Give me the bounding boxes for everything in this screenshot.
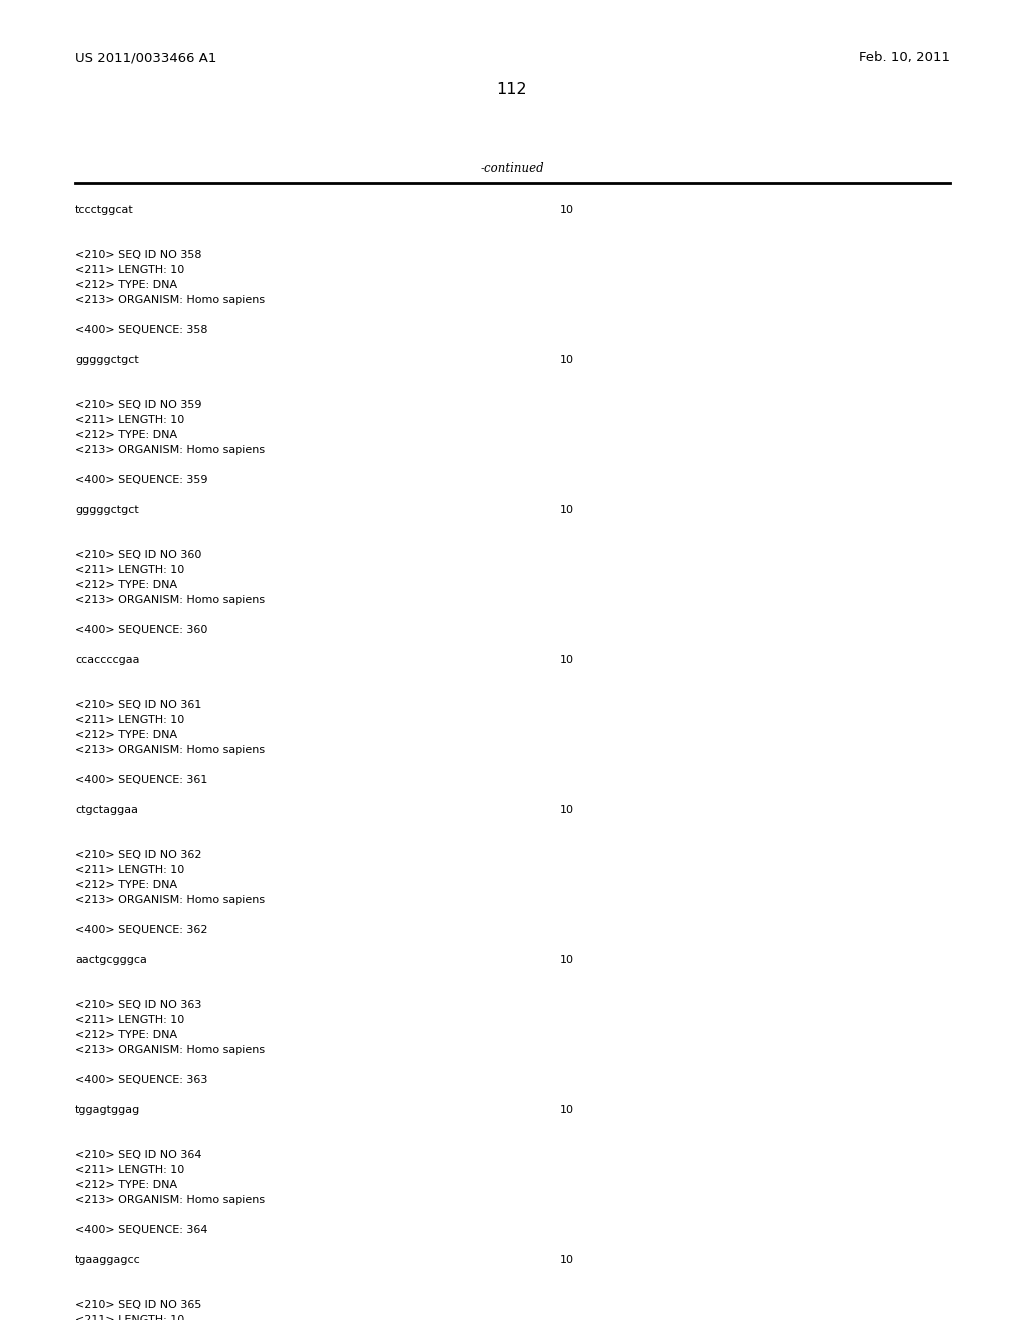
Text: tgaaggagcc: tgaaggagcc [75, 1255, 140, 1265]
Text: gggggctgct: gggggctgct [75, 506, 138, 515]
Text: <212> TYPE: DNA: <212> TYPE: DNA [75, 579, 177, 590]
Text: Feb. 10, 2011: Feb. 10, 2011 [859, 51, 950, 65]
Text: aactgcgggca: aactgcgggca [75, 954, 146, 965]
Text: <211> LENGTH: 10: <211> LENGTH: 10 [75, 1315, 184, 1320]
Text: 10: 10 [560, 954, 574, 965]
Text: ctgctaggaa: ctgctaggaa [75, 805, 138, 814]
Text: <400> SEQUENCE: 360: <400> SEQUENCE: 360 [75, 624, 208, 635]
Text: <400> SEQUENCE: 358: <400> SEQUENCE: 358 [75, 325, 208, 335]
Text: <210> SEQ ID NO 359: <210> SEQ ID NO 359 [75, 400, 202, 411]
Text: <211> LENGTH: 10: <211> LENGTH: 10 [75, 715, 184, 725]
Text: 112: 112 [497, 82, 527, 98]
Text: <213> ORGANISM: Homo sapiens: <213> ORGANISM: Homo sapiens [75, 1045, 265, 1055]
Text: 10: 10 [560, 205, 574, 215]
Text: <211> LENGTH: 10: <211> LENGTH: 10 [75, 565, 184, 576]
Text: -continued: -continued [480, 161, 544, 174]
Text: <211> LENGTH: 10: <211> LENGTH: 10 [75, 865, 184, 875]
Text: 10: 10 [560, 355, 574, 366]
Text: <211> LENGTH: 10: <211> LENGTH: 10 [75, 1166, 184, 1175]
Text: 10: 10 [560, 1255, 574, 1265]
Text: gggggctgct: gggggctgct [75, 355, 138, 366]
Text: 10: 10 [560, 805, 574, 814]
Text: <210> SEQ ID NO 363: <210> SEQ ID NO 363 [75, 1001, 202, 1010]
Text: <213> ORGANISM: Homo sapiens: <213> ORGANISM: Homo sapiens [75, 1195, 265, 1205]
Text: 10: 10 [560, 506, 574, 515]
Text: <212> TYPE: DNA: <212> TYPE: DNA [75, 1030, 177, 1040]
Text: 10: 10 [560, 655, 574, 665]
Text: <211> LENGTH: 10: <211> LENGTH: 10 [75, 1015, 184, 1026]
Text: <213> ORGANISM: Homo sapiens: <213> ORGANISM: Homo sapiens [75, 895, 265, 906]
Text: <400> SEQUENCE: 362: <400> SEQUENCE: 362 [75, 925, 208, 935]
Text: <400> SEQUENCE: 364: <400> SEQUENCE: 364 [75, 1225, 208, 1236]
Text: <210> SEQ ID NO 364: <210> SEQ ID NO 364 [75, 1150, 202, 1160]
Text: <213> ORGANISM: Homo sapiens: <213> ORGANISM: Homo sapiens [75, 744, 265, 755]
Text: <210> SEQ ID NO 361: <210> SEQ ID NO 361 [75, 700, 202, 710]
Text: <400> SEQUENCE: 359: <400> SEQUENCE: 359 [75, 475, 208, 484]
Text: <210> SEQ ID NO 358: <210> SEQ ID NO 358 [75, 249, 202, 260]
Text: <210> SEQ ID NO 365: <210> SEQ ID NO 365 [75, 1300, 202, 1309]
Text: <400> SEQUENCE: 361: <400> SEQUENCE: 361 [75, 775, 208, 785]
Text: <213> ORGANISM: Homo sapiens: <213> ORGANISM: Homo sapiens [75, 294, 265, 305]
Text: tccctggcat: tccctggcat [75, 205, 134, 215]
Text: tggagtggag: tggagtggag [75, 1105, 140, 1115]
Text: ccaccccgaa: ccaccccgaa [75, 655, 139, 665]
Text: <210> SEQ ID NO 362: <210> SEQ ID NO 362 [75, 850, 202, 861]
Text: <400> SEQUENCE: 363: <400> SEQUENCE: 363 [75, 1074, 208, 1085]
Text: <211> LENGTH: 10: <211> LENGTH: 10 [75, 265, 184, 275]
Text: <213> ORGANISM: Homo sapiens: <213> ORGANISM: Homo sapiens [75, 445, 265, 455]
Text: <213> ORGANISM: Homo sapiens: <213> ORGANISM: Homo sapiens [75, 595, 265, 605]
Text: <212> TYPE: DNA: <212> TYPE: DNA [75, 1180, 177, 1191]
Text: US 2011/0033466 A1: US 2011/0033466 A1 [75, 51, 216, 65]
Text: <212> TYPE: DNA: <212> TYPE: DNA [75, 880, 177, 890]
Text: <211> LENGTH: 10: <211> LENGTH: 10 [75, 414, 184, 425]
Text: <212> TYPE: DNA: <212> TYPE: DNA [75, 730, 177, 741]
Text: <212> TYPE: DNA: <212> TYPE: DNA [75, 280, 177, 290]
Text: 10: 10 [560, 1105, 574, 1115]
Text: <212> TYPE: DNA: <212> TYPE: DNA [75, 430, 177, 440]
Text: <210> SEQ ID NO 360: <210> SEQ ID NO 360 [75, 550, 202, 560]
